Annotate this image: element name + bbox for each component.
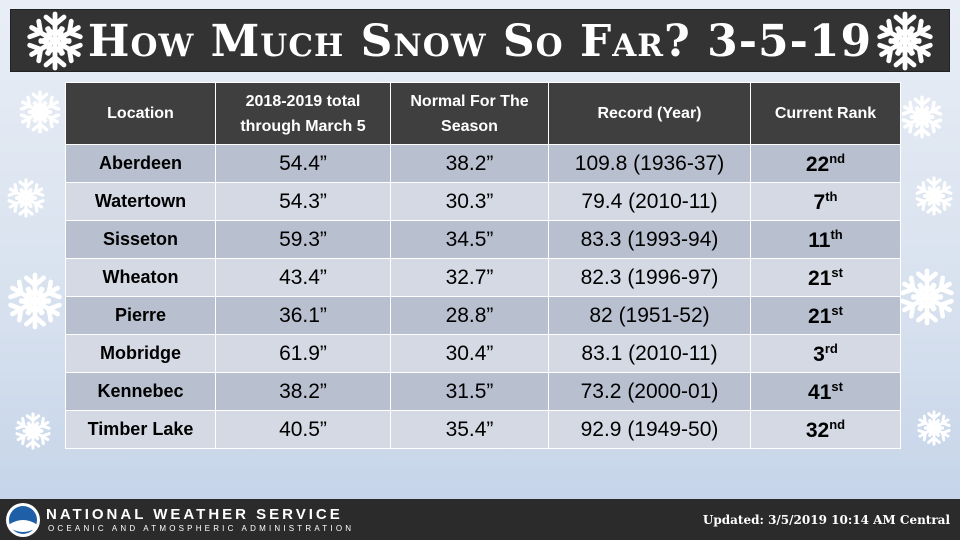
rank-suffix: nd — [829, 150, 846, 166]
column-header: 2018-2019 total through March 5 — [215, 82, 391, 145]
rank-cell: 11th — [750, 220, 901, 259]
rank-suffix: th — [825, 188, 838, 204]
record-cell: 109.8 (1936-37) — [548, 144, 751, 183]
rank-suffix: st — [831, 302, 843, 318]
total-cell: 59.3” — [215, 220, 391, 259]
rank-cell: 22nd — [750, 144, 901, 183]
snowflake — [917, 412, 950, 444]
table-row: Wheaton 43.4” 32.7” 82.3 (1996-97) 21st — [65, 258, 901, 297]
rank-number: 3 — [813, 342, 825, 366]
column-header: Location — [65, 82, 216, 145]
snowflake — [900, 271, 954, 323]
normal-cell: 32.7” — [390, 258, 549, 297]
record-cell: 79.4 (2010-11) — [548, 182, 751, 221]
footer-bar: NATIONAL WEATHER SERVICE OCEANIC AND ATM… — [0, 499, 960, 540]
location-cell: Pierre — [65, 296, 216, 335]
table-row: Timber Lake 40.5” 35.4” 92.9 (1949-50) 32nd — [65, 410, 901, 449]
title-bar: How Much Snow So Far? 3-5-19 — [10, 9, 950, 72]
rank-number: 21 — [808, 304, 832, 328]
location-cell: Wheaton — [65, 258, 216, 297]
title: How Much Snow So Far? 3-5-19 — [87, 16, 873, 67]
total-cell: 36.1” — [215, 296, 391, 335]
normal-cell: 34.5” — [390, 220, 549, 259]
snowflake — [20, 92, 61, 132]
rank-suffix: st — [831, 264, 843, 280]
normal-cell: 30.3” — [390, 182, 549, 221]
snowflake — [902, 97, 943, 137]
noaa-logo — [6, 503, 40, 537]
total-cell: 40.5” — [215, 410, 391, 449]
location-cell: Kennebec — [65, 372, 216, 411]
rank-suffix: st — [831, 378, 843, 394]
normal-cell: 30.4” — [390, 334, 549, 373]
rank-cell: 3rd — [750, 334, 901, 373]
location-cell: Watertown — [65, 182, 216, 221]
column-header: Normal For The Season — [390, 82, 549, 145]
table-row: Watertown 54.3” 30.3” 79.4 (2010-11) 7th — [65, 182, 901, 221]
snowflake — [8, 275, 62, 327]
table-row: Mobridge 61.9” 30.4” 83.1 (2010-11) 3rd — [65, 334, 901, 373]
normal-cell: 28.8” — [390, 296, 549, 335]
rank-number: 41 — [808, 380, 832, 404]
location-cell: Sisseton — [65, 220, 216, 259]
total-cell: 54.4” — [215, 144, 391, 183]
rank-cell: 32nd — [750, 410, 901, 449]
record-cell: 92.9 (1949-50) — [548, 410, 751, 449]
table-row: Kennebec 38.2” 31.5” 73.2 (2000-01) 41st — [65, 372, 901, 411]
record-cell: 83.1 (2010-11) — [548, 334, 751, 373]
rank-suffix: nd — [829, 416, 846, 432]
table-body: Aberdeen 54.4” 38.2” 109.8 (1936-37) 22nd Wat… — [65, 144, 901, 449]
rank-cell: 21st — [750, 258, 901, 297]
table-row: Aberdeen 54.4” 38.2” 109.8 (1936-37) 22nd — [65, 144, 901, 183]
updated-time: Updated: 3/5/2019 10:14 AM Central — [702, 513, 950, 527]
rank-suffix: th — [830, 226, 843, 242]
column-header: Record (Year) — [548, 82, 751, 145]
normal-cell: 38.2” — [390, 144, 549, 183]
parent-agency: OCEANIC AND ATMOSPHERIC ADMINISTRATION — [48, 524, 355, 533]
total-cell: 38.2” — [215, 372, 391, 411]
table-row: Sisseton 59.3” 34.5” 83.3 (1993-94) 11th — [65, 220, 901, 259]
rank-number: 22 — [805, 152, 830, 176]
snowflake — [7, 180, 44, 216]
record-cell: 82.3 (1996-97) — [548, 258, 751, 297]
normal-cell: 35.4” — [390, 410, 549, 449]
total-cell: 43.4” — [215, 258, 391, 297]
location-cell: Timber Lake — [65, 410, 216, 449]
rank-cell: 21st — [750, 296, 901, 335]
column-header: Current Rank — [750, 82, 901, 145]
table-row: Pierre 36.1” 28.8” 82 (1951-52) 21st — [65, 296, 901, 335]
rank-suffix: rd — [824, 340, 838, 356]
rank-cell: 41st — [750, 372, 901, 411]
rank-number: 32 — [805, 418, 830, 442]
snowflake — [915, 178, 952, 214]
rank-number: 7 — [813, 190, 826, 214]
total-cell: 54.3” — [215, 182, 391, 221]
location-cell: Mobridge — [65, 334, 216, 373]
normal-cell: 31.5” — [390, 372, 549, 411]
rank-cell: 7th — [750, 182, 901, 221]
location-cell: Aberdeen — [65, 144, 216, 183]
rank-number: 11 — [808, 228, 831, 252]
record-cell: 83.3 (1993-94) — [548, 220, 751, 259]
rank-number: 21 — [808, 266, 832, 290]
agency-name: NATIONAL WEATHER SERVICE — [46, 506, 343, 523]
snowflake — [15, 414, 50, 448]
total-cell: 61.9” — [215, 334, 391, 373]
record-cell: 73.2 (2000-01) — [548, 372, 751, 411]
record-cell: 82 (1951-52) — [548, 296, 751, 335]
